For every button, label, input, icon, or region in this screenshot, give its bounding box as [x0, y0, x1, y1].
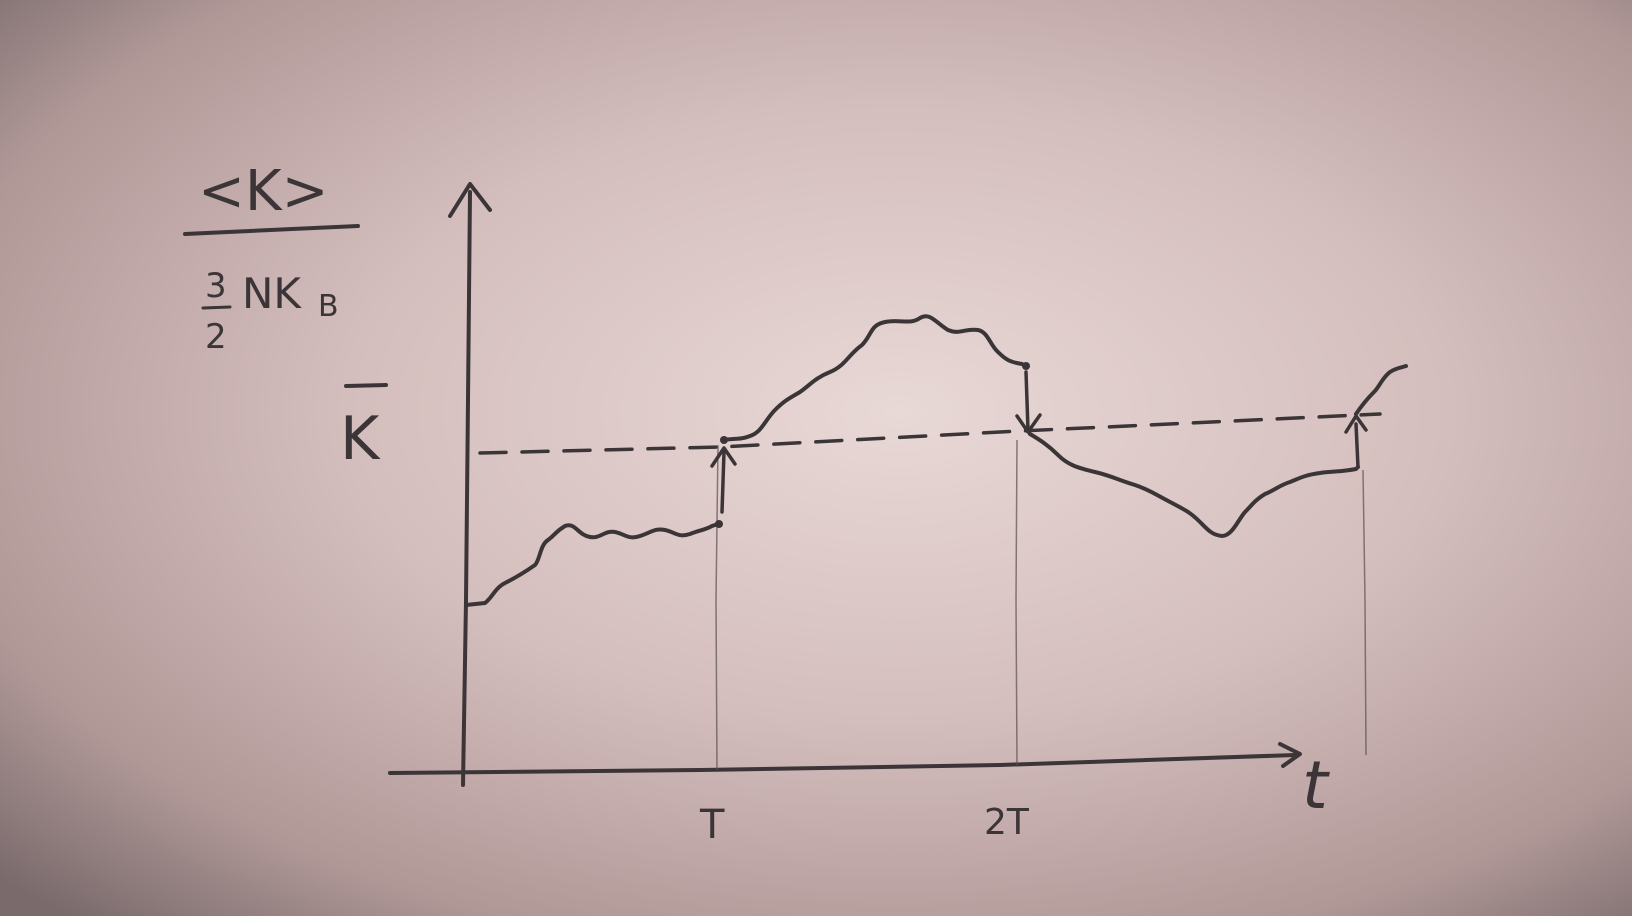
curve-segment-4: [1354, 364, 1408, 416]
curve-segment-2: [722, 314, 1028, 442]
kbar-dashed-line: [478, 412, 1382, 455]
x-axis-arrowhead: [1278, 742, 1302, 768]
curve-point-T-low: [715, 520, 723, 528]
ylabel-numerator: <K>: [198, 159, 329, 224]
y-axis: [461, 190, 472, 787]
xlabel: t: [1302, 747, 1330, 824]
ylabel-small-fraction-bar: [201, 305, 232, 310]
curve-segment-3: [1028, 432, 1360, 538]
jump-arrow-3T: [1354, 422, 1360, 469]
guide-line-2T: [1015, 439, 1018, 766]
kbar-overline: [344, 383, 388, 388]
curve-segment-1: [464, 522, 720, 607]
curve-point-2T-high: [1022, 362, 1030, 370]
jump-arrow-2T: [1024, 370, 1030, 432]
ylabel-fraction-bar: [183, 224, 360, 236]
ylabel-denominator-subscript: B: [318, 289, 339, 324]
tick-label-2T: 2T: [984, 802, 1030, 843]
jump-arrow-T: [720, 450, 726, 514]
jump-arrowhead-2T: [1015, 413, 1042, 434]
ylabel-fraction-bottom: 2: [205, 317, 227, 357]
guide-line-3T: [1362, 469, 1367, 756]
x-axis: [388, 753, 1297, 775]
jump-arrowhead-3T: [1344, 414, 1368, 434]
guide-line-T: [715, 444, 719, 771]
ylabel-fraction-top: 3: [205, 266, 227, 306]
tick-label-T: T: [699, 802, 725, 848]
ylabel-denominator-rest: NK: [242, 269, 302, 318]
y-axis-arrowhead: [448, 182, 492, 218]
jump-arrowhead-T: [710, 446, 737, 468]
kbar-label: K: [340, 404, 381, 474]
